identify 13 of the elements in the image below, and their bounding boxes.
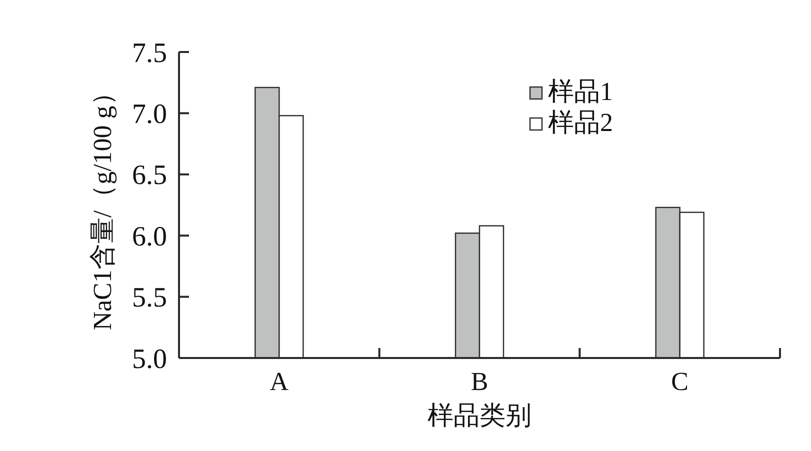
y-tick-label: 7.0 bbox=[132, 99, 167, 130]
x-tick-label: B bbox=[470, 367, 488, 396]
y-tick-label: 6.0 bbox=[132, 221, 167, 252]
x-tick-label: C bbox=[671, 367, 689, 396]
legend-label: 样品2 bbox=[548, 108, 613, 137]
y-axis-title: NaC1含量/（g/100 g） bbox=[88, 80, 117, 330]
y-tick-label: 5.5 bbox=[132, 282, 167, 314]
y-tick-label: 7.5 bbox=[132, 38, 167, 69]
x-axis-title: 样品类别 bbox=[428, 401, 532, 430]
y-tick-label: 6.5 bbox=[132, 160, 167, 192]
x-tick-label: A bbox=[270, 367, 289, 396]
legend-label: 样品1 bbox=[548, 77, 613, 106]
y-tick-label: 5.0 bbox=[132, 344, 167, 375]
